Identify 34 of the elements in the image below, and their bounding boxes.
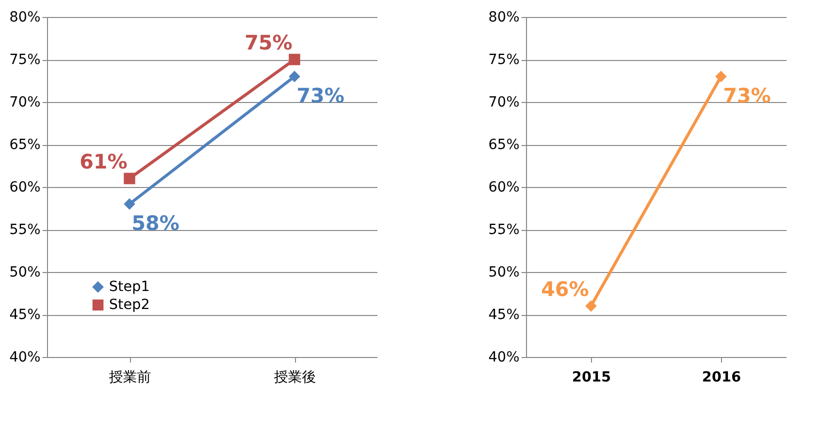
data-label: 73% [723, 84, 771, 108]
legend-label: Step2 [109, 297, 150, 313]
y-tick-label: 50% [9, 264, 40, 280]
data-label: 73% [296, 84, 344, 108]
y-tick-label: 60% [488, 180, 520, 196]
data-label: 46% [541, 277, 589, 301]
x-tick-label: 2015 [572, 370, 611, 386]
y-tick-label: 70% [488, 94, 520, 110]
y-tick-label: 80% [488, 10, 520, 26]
x-tick-label: 授業後 [274, 370, 316, 386]
legend-label: Step1 [109, 279, 150, 295]
y-tick-label: 50% [488, 264, 520, 280]
point [288, 70, 300, 82]
point [288, 54, 300, 66]
y-tick-label: 70% [9, 94, 40, 110]
point [124, 198, 136, 210]
y-tick-label: 65% [488, 137, 520, 153]
data-label: 58% [132, 211, 180, 235]
data-label: 75% [244, 30, 292, 54]
y-tick-label: 75% [9, 52, 40, 68]
data-label: 61% [80, 150, 128, 174]
y-tick-label: 80% [9, 10, 40, 26]
y-tick-label: 55% [488, 222, 520, 238]
y-tick-label: 45% [488, 307, 520, 323]
y-tick-label: 40% [9, 350, 40, 366]
y-tick-label: 40% [488, 350, 520, 366]
y-tick-label: 65% [9, 137, 40, 153]
y-tick-label: 55% [9, 222, 40, 238]
y-tick-label: 60% [9, 180, 40, 196]
x-tick-label: 2016 [702, 370, 741, 386]
y-tick-label: 75% [488, 52, 520, 68]
x-tick-label: 授業前 [109, 370, 151, 386]
y-tick-label: 45% [9, 307, 40, 323]
point [124, 172, 136, 184]
